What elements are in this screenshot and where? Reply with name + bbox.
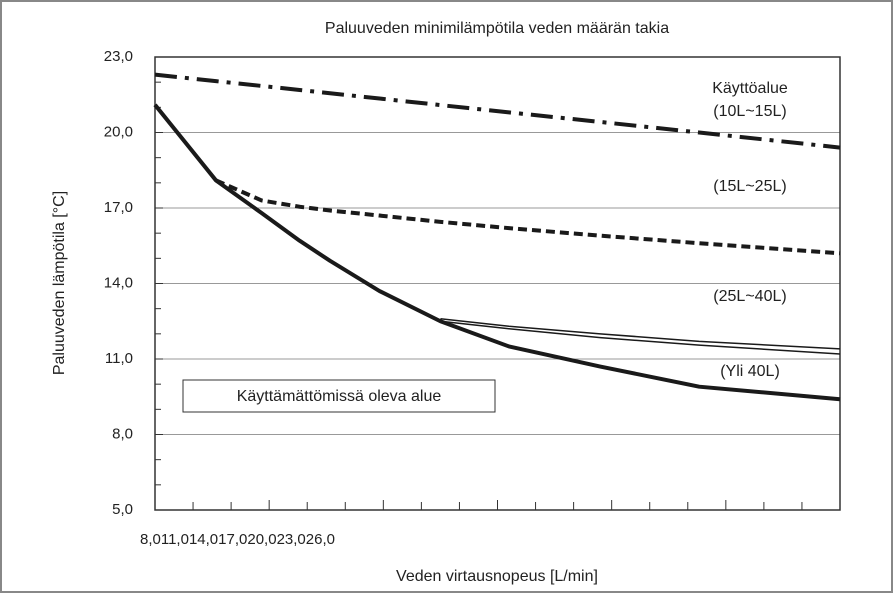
x-tick-label: 17,0 (218, 531, 247, 548)
x-tick-label: 26,0 (306, 531, 335, 548)
y-tick-label: 23,0 (104, 48, 133, 65)
line-series (215, 178, 841, 256)
chart-title: Paluuveden minimilämpötila veden määrän … (325, 20, 669, 37)
y-tick-label: 14,0 (104, 274, 133, 291)
x-tick-labels: 8,011,014,017,020,023,026,0 (140, 531, 335, 548)
x-tick-label: 8,0 (140, 531, 161, 548)
plot-area (154, 56, 841, 511)
x-tick-label: 11,0 (161, 531, 189, 548)
series-label: (Yli 40L) (720, 363, 780, 380)
line-series (153, 103, 841, 402)
annotation-box (182, 379, 496, 413)
series-label: (25L~40L) (713, 288, 786, 305)
x-axis-label: Veden virtausnopeus [L/min] (396, 568, 598, 585)
y-tick-label: 17,0 (104, 199, 133, 216)
y-tick-label: 20,0 (104, 123, 133, 140)
series-label: (10L~15L) (713, 103, 786, 120)
x-tick-label: 14,0 (189, 531, 218, 548)
x-tick-label: 23,0 (277, 531, 306, 548)
line-series (154, 72, 841, 150)
y-tick-label: 5,0 (112, 501, 133, 518)
y-tick-label: 11,0 (105, 350, 133, 367)
y-axis-label: Paluuveden lämpötila [°C] (51, 191, 68, 375)
series-label: (15L~25L) (713, 178, 786, 195)
line-series (440, 320, 841, 355)
y-tick-label: 8,0 (112, 425, 133, 442)
x-tick-label: 20,0 (247, 531, 276, 548)
annotation: Käyttämättömissä oleva alue (237, 388, 442, 405)
line-series (440, 317, 841, 350)
annotation: Käyttöalue (712, 80, 788, 97)
